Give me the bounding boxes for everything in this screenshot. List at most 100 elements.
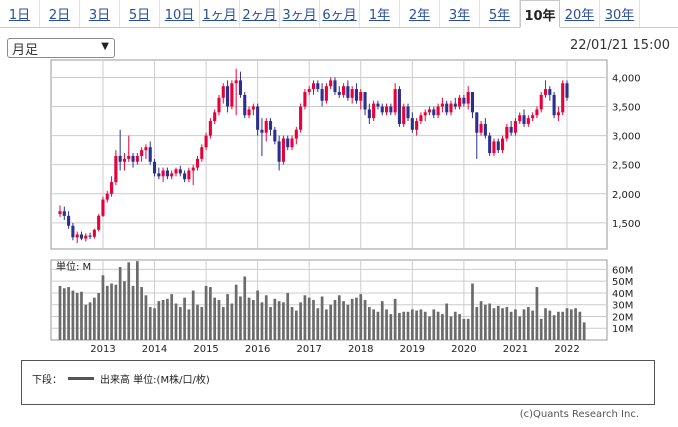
volume-bar bbox=[363, 300, 367, 340]
tab-period-13[interactable]: 10年 bbox=[520, 0, 560, 28]
tab-period-5[interactable]: 1ヶ月 bbox=[200, 0, 240, 27]
volume-bar bbox=[329, 304, 333, 340]
candle-body bbox=[131, 155, 135, 162]
tab-period-12[interactable]: 5年 bbox=[480, 0, 520, 27]
tab-period-4[interactable]: 10日 bbox=[160, 0, 200, 27]
tab-period-14[interactable]: 20年 bbox=[560, 0, 600, 27]
candle-body bbox=[135, 155, 139, 162]
tab-period-10[interactable]: 2年 bbox=[400, 0, 440, 27]
x-tick-label: 2014 bbox=[142, 344, 167, 355]
volume-bar bbox=[264, 295, 268, 340]
volume-bar bbox=[389, 314, 393, 340]
volume-bar bbox=[449, 316, 453, 340]
volume-bar bbox=[209, 287, 212, 340]
stock-chart: 2013 2014 2015 2016 2017 2018 2019 2020 2021 2022… bbox=[50, 59, 641, 355]
tab-period-1[interactable]: 2日 bbox=[40, 0, 80, 27]
price-y-tick-label: 2,500 bbox=[612, 161, 641, 172]
candle-body bbox=[238, 80, 243, 95]
volume-bar bbox=[161, 300, 165, 340]
volume-y-tick-label: 30M bbox=[612, 301, 633, 312]
volume-bar bbox=[273, 298, 277, 340]
tab-period-9[interactable]: 1年 bbox=[360, 0, 400, 27]
tab-period-15[interactable]: 30年 bbox=[600, 0, 640, 27]
volume-bar bbox=[514, 309, 517, 340]
volume-bar bbox=[75, 292, 79, 340]
volume-bar bbox=[333, 300, 337, 340]
volume-y-tick-label: 20M bbox=[612, 312, 633, 323]
volume-bar bbox=[337, 295, 341, 340]
x-tick-label: 2015 bbox=[193, 344, 218, 355]
candle-body bbox=[354, 89, 359, 101]
tab-period-11[interactable]: 3年 bbox=[440, 0, 480, 27]
tab-period-2[interactable]: 3日 bbox=[80, 0, 120, 27]
volume-bar bbox=[200, 307, 204, 340]
candle-body bbox=[303, 91, 307, 107]
candle-body bbox=[432, 109, 436, 116]
candle-period-select[interactable]: 月足 ▼ bbox=[7, 38, 115, 58]
credit-text: (c)Quants Research Inc. bbox=[519, 409, 639, 420]
candle-body bbox=[195, 158, 200, 168]
candle-body bbox=[372, 103, 376, 119]
volume-bar bbox=[475, 307, 479, 340]
x-tick-label: 2013 bbox=[90, 344, 115, 355]
candle-body bbox=[342, 86, 346, 95]
candle-body bbox=[71, 225, 75, 238]
candle-body bbox=[234, 80, 238, 84]
volume-bar bbox=[183, 297, 186, 340]
tab-period-0[interactable]: 1日 bbox=[0, 0, 40, 27]
legend-prefix: 下段： bbox=[32, 375, 62, 386]
volume-y-tick-label: 60M bbox=[612, 265, 633, 276]
candle-body bbox=[88, 235, 92, 237]
volume-bar bbox=[393, 298, 397, 340]
price-panel-frame bbox=[50, 59, 608, 250]
volume-bar bbox=[458, 314, 461, 340]
volume-bar bbox=[140, 287, 143, 340]
volume-bar bbox=[380, 301, 384, 340]
candle-body bbox=[191, 167, 195, 171]
volume-bar bbox=[277, 301, 281, 340]
candle-body bbox=[509, 126, 513, 133]
candle-body bbox=[187, 170, 191, 180]
candle-body bbox=[440, 103, 444, 107]
volume-bar bbox=[226, 294, 229, 340]
candle-body bbox=[114, 155, 118, 183]
volume-bar bbox=[93, 297, 96, 340]
candle-body bbox=[384, 106, 389, 113]
volume-bar bbox=[123, 281, 126, 340]
candle-body bbox=[204, 135, 208, 148]
candle-body bbox=[479, 123, 483, 133]
candle-body bbox=[157, 173, 161, 177]
volume-bar bbox=[251, 300, 255, 340]
candle-body bbox=[470, 91, 475, 113]
candle-body bbox=[75, 234, 79, 238]
candle-body bbox=[561, 83, 565, 113]
tab-period-6[interactable]: 2ヶ月 bbox=[240, 0, 280, 27]
candle-body bbox=[122, 158, 126, 162]
volume-bar bbox=[114, 284, 118, 340]
candle-body bbox=[337, 91, 341, 95]
tab-period-7[interactable]: 3ヶ月 bbox=[280, 0, 320, 27]
candle-body bbox=[505, 126, 509, 139]
volume-bar bbox=[419, 309, 423, 340]
volume-bar bbox=[131, 285, 135, 340]
candle-body bbox=[324, 86, 328, 101]
tab-period-3[interactable]: 5日 bbox=[120, 0, 160, 27]
candle-body bbox=[213, 112, 217, 122]
candle-body bbox=[127, 155, 131, 159]
candle-body bbox=[548, 89, 552, 95]
volume-bar bbox=[71, 290, 75, 340]
candle-body bbox=[165, 170, 169, 177]
candle-body bbox=[62, 211, 66, 216]
volume-bar bbox=[303, 295, 307, 340]
candle-body bbox=[367, 109, 371, 119]
candle-body bbox=[217, 97, 221, 113]
candle-body bbox=[251, 106, 255, 110]
volume-bar bbox=[376, 311, 380, 340]
candle-body bbox=[458, 97, 462, 107]
volume-bar bbox=[187, 309, 191, 340]
volume-bar bbox=[239, 296, 242, 340]
tab-period-8[interactable]: 6ヶ月 bbox=[320, 0, 360, 27]
volume-bar bbox=[62, 288, 66, 340]
candle-body bbox=[221, 86, 225, 98]
candle-body bbox=[513, 121, 517, 133]
